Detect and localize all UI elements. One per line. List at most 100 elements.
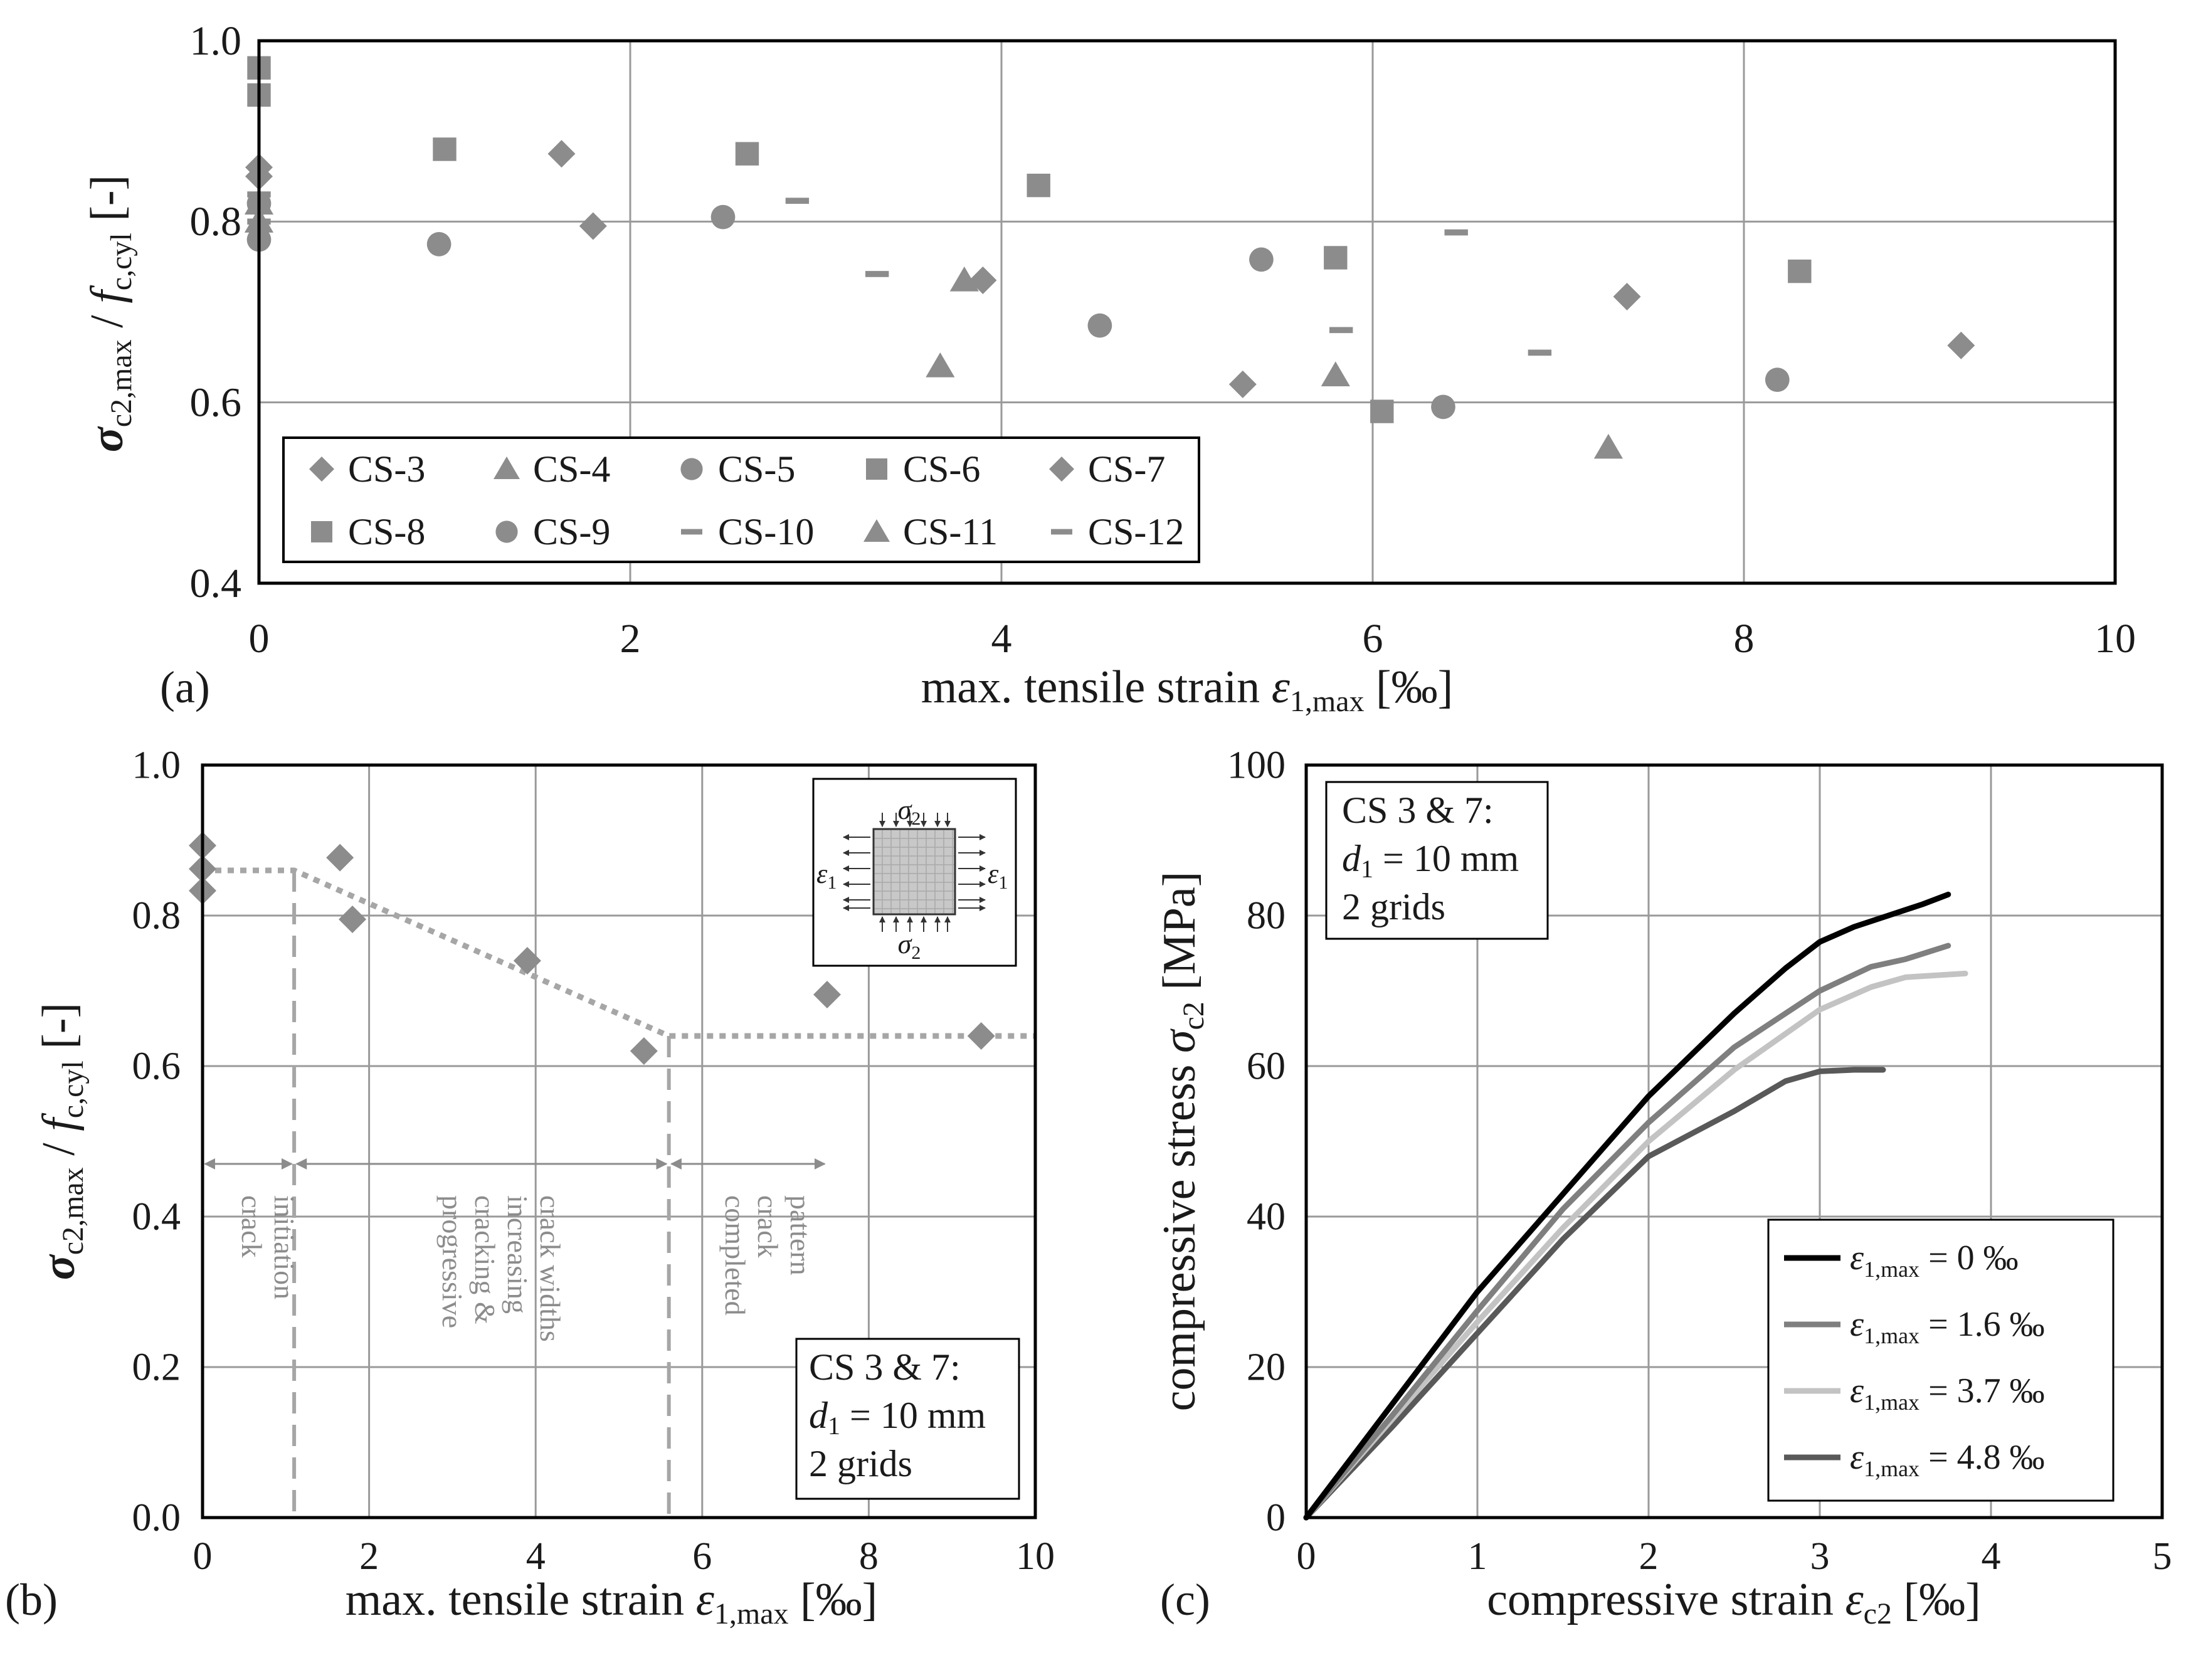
panel-c-x-tick-labels: 0 1 2 3 4 5	[1297, 1535, 2172, 1578]
stress-strain-curve	[1303, 1067, 1886, 1521]
data-point	[547, 140, 576, 168]
legend-label: CS-3	[348, 448, 425, 490]
legend-marker	[681, 529, 702, 535]
panel-a-label: (a)	[160, 662, 210, 712]
annotation-line-3: 2 grids	[809, 1443, 912, 1484]
data-point	[1613, 282, 1641, 310]
y-tick-label: 100	[1227, 744, 1286, 786]
panel-c-legend: ε1,max = 0 ‰ ε1,max = 1.6 ‰ ε1,max = 3.7 ‰…	[1767, 1218, 2115, 1502]
phase-label: crack widths	[534, 1195, 566, 1342]
stress-strain-curve	[1303, 891, 1951, 1521]
data-point	[865, 271, 889, 277]
legend-label: ε1,max = 4.8 ‰	[1850, 1438, 2045, 1481]
data-point	[1765, 367, 1790, 392]
y-tick-label: 0.6	[190, 379, 242, 425]
panel-b-x-tick-labels: 0 2 4 6 8 10	[193, 1535, 1055, 1578]
x-tick-label: 8	[859, 1535, 879, 1578]
data-point	[1593, 433, 1624, 459]
legend-marker	[1049, 457, 1074, 482]
data-point	[967, 1022, 995, 1050]
legend-label: CS-8	[348, 511, 425, 552]
data-point	[1027, 173, 1050, 198]
data-point	[1370, 399, 1394, 423]
phase-label: crack	[236, 1195, 268, 1258]
panel-b-annotation: CS 3 & 7: d1 = 10 mm 2 grids	[795, 1338, 1020, 1500]
panel-a: 0 2 4 6 8 10 0.40.60.81.0 CS-3 CS-4 CS-5 CS-6 CS-…	[82, 18, 2136, 718]
legend-marker	[866, 458, 887, 480]
panel-b-phase-labels: crack initiation progressive cracking & incr…	[236, 1195, 816, 1342]
data-point	[513, 947, 541, 975]
x-tick-label: 10	[1016, 1535, 1055, 1578]
legend-label: ε1,max = 1.6 ‰	[1850, 1305, 2045, 1348]
y-tick-label: 20	[1247, 1346, 1286, 1388]
biaxial-stress-inset: σ2 σ2 ε1 ε1	[812, 778, 1017, 967]
x-tick-label: 6	[1363, 616, 1383, 662]
phase-label: completed	[719, 1195, 751, 1316]
x-tick-label: 10	[2094, 616, 2136, 662]
panel-b-phase-markers	[204, 870, 826, 1518]
annotation-line-1: CS 3 & 7:	[809, 1346, 961, 1388]
y-tick-label: 0.4	[132, 1195, 181, 1238]
data-point	[1947, 331, 1975, 359]
legend-label: CS-5	[718, 448, 795, 490]
panel-b: 0 2 4 6 8 10 0.00.20.40.60.81.0 crack initiati…	[5, 744, 1055, 1630]
data-point	[326, 843, 354, 872]
stress-strain-curve	[1303, 970, 1968, 1521]
phase-label: cracking &	[469, 1195, 501, 1324]
data-point	[339, 906, 367, 933]
data-point	[1324, 246, 1348, 270]
data-point	[813, 981, 841, 1008]
inset-eps1-left: ε1	[816, 858, 837, 893]
annotation-line-3: 2 grids	[1342, 886, 1445, 927]
panel-b-label: (b)	[5, 1575, 58, 1625]
panel-c-x-axis-label: compressive strain εc2 [‰]	[1487, 1574, 1981, 1630]
annotation-line-1: CS 3 & 7:	[1342, 790, 1494, 831]
annotation-box	[1325, 781, 1549, 940]
x-tick-label: 5	[2153, 1535, 2172, 1578]
y-tick-label: 0.8	[190, 199, 242, 245]
panel-b-y-axis-label: σc2,max / fc,cyl [-]	[33, 1003, 90, 1280]
data-point	[1329, 327, 1353, 334]
panel-b-x-axis-label: max. tensile strain ε1,max [‰]	[346, 1574, 878, 1630]
data-point	[1788, 259, 1812, 283]
data-point	[1087, 313, 1112, 338]
panel-a-x-tick-labels: 0 2 4 6 8 10	[249, 616, 2136, 662]
legend-label: ε1,max = 0 ‰	[1850, 1239, 2019, 1282]
data-point	[1528, 349, 1552, 356]
x-tick-label: 3	[1810, 1535, 1830, 1578]
legend-label: CS-7	[1088, 448, 1165, 490]
panel-c-curves	[1303, 891, 1968, 1521]
panel-c-label: (c)	[1160, 1575, 1210, 1625]
legend-label: CS-10	[718, 511, 814, 552]
x-tick-label: 2	[620, 616, 641, 662]
y-tick-label: 1.0	[190, 18, 242, 64]
data-point	[1431, 394, 1455, 420]
legend-marker	[1051, 529, 1072, 535]
y-tick-label: 40	[1247, 1195, 1286, 1238]
panel-c-y-axis-label: compressive stress σc2 [MPa]	[1154, 872, 1210, 1412]
legend-marker	[309, 457, 334, 482]
legend-label: CS-12	[1088, 511, 1184, 552]
phase-label: increasing	[502, 1195, 534, 1314]
panel-a-x-axis-label: max. tensile strain ε1,max [‰]	[921, 662, 1454, 718]
panel-a-y-tick-labels: 0.4 0.6 0.8 1.0	[190, 18, 242, 606]
panel-c-annotation: CS 3 & 7: d1 = 10 mm 2 grids	[1325, 781, 1549, 940]
data-point	[926, 352, 955, 378]
inset-eps1-right: ε1	[988, 858, 1008, 893]
legend-box	[282, 436, 1200, 563]
legend-label: ε1,max = 3.7 ‰	[1850, 1371, 2045, 1415]
y-tick-label: 0.6	[132, 1045, 181, 1087]
data-point	[1228, 370, 1257, 398]
y-tick-label: 60	[1247, 1045, 1286, 1087]
data-point	[949, 267, 979, 292]
phase-label: progressive	[436, 1195, 468, 1328]
panel-c: 0 1 2 3 4 5 0 20 40 60 80 100 CS 3 & 7: d1 = 10 mm…	[1154, 744, 2172, 1630]
inset-sigma2-top: σ2	[898, 795, 921, 829]
x-tick-label: 2	[1639, 1535, 1659, 1578]
data-point	[1249, 247, 1274, 272]
x-tick-label: 1	[1468, 1535, 1487, 1578]
legend-label: CS-9	[533, 511, 610, 552]
y-tick-label: 0.8	[132, 894, 181, 937]
data-point	[579, 212, 607, 240]
